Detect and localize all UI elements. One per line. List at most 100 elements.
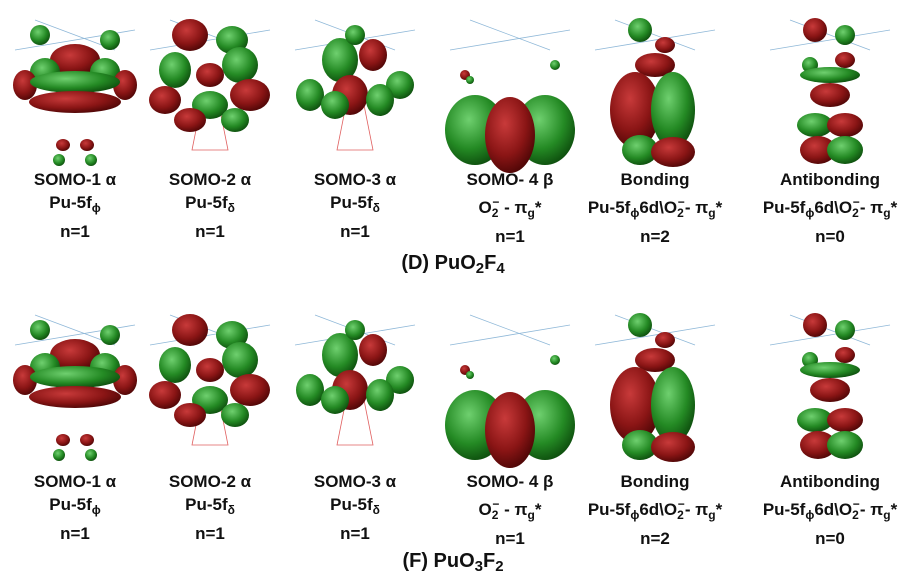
bond — [595, 325, 715, 345]
orbital-lobe — [56, 139, 70, 151]
bond — [770, 325, 890, 345]
orbital-text: − — [678, 195, 685, 209]
orbital-text: O — [478, 500, 491, 519]
orbital-text: 6d\O — [639, 198, 677, 217]
orbital-text: - π — [499, 198, 527, 217]
orbital-lobe — [827, 431, 863, 459]
orbital-text: Pu-5f — [49, 193, 92, 212]
orbital-text: 6d\O — [814, 500, 852, 519]
orbital-text: Pu-5f — [185, 193, 228, 212]
orbital-name: Antibonding — [740, 470, 906, 493]
orbital-text: δ — [373, 201, 380, 215]
orbital-text: * — [535, 198, 542, 217]
orbital-text: - π — [499, 500, 527, 519]
orbital-lobe — [30, 71, 120, 93]
orbital-lobe — [655, 332, 675, 348]
orbital-lobe — [221, 108, 249, 132]
orbital-lobe — [485, 392, 535, 468]
orbital-lobe — [655, 37, 675, 53]
orbital-lobe — [172, 314, 208, 346]
orbital-lobe — [485, 97, 535, 173]
orbital-lobe — [366, 84, 394, 116]
orbital-lobe — [835, 25, 855, 45]
orbital-text: ϕ — [92, 503, 101, 517]
orbital-text: g — [708, 508, 715, 522]
orbital-text: ϕ — [92, 201, 101, 215]
orbital-lobe — [296, 79, 324, 111]
orbital-lobe — [100, 325, 120, 345]
panel-caption: (D) PuO2F4 — [0, 252, 906, 277]
orbital-lobe — [100, 30, 120, 50]
orbital-text: Pu-5f — [49, 495, 92, 514]
panel-caption: (F) PuO3F2 — [0, 550, 906, 575]
orbital-lobe — [321, 386, 349, 414]
orbital-lobe — [196, 358, 224, 382]
caption-text: F — [483, 550, 495, 572]
orbital-picture — [13, 315, 137, 461]
orbital-lobe — [803, 18, 827, 42]
orbital-name: SOMO-3 α — [265, 168, 445, 191]
occupancy: n=1 — [265, 220, 445, 243]
orbital-label: AntibondingPu-5fϕ6d\O2−- πg*n=0 — [740, 470, 906, 550]
orbital-text: * — [716, 500, 723, 519]
orbital-text: - π — [685, 198, 708, 217]
orbital-lobe — [550, 355, 560, 365]
orbital-text: ϕ — [805, 508, 814, 522]
orbital-lobe — [85, 154, 97, 166]
orbital-lobe — [80, 139, 94, 151]
orbital-lobe — [803, 313, 827, 337]
orbital-lobe — [345, 320, 365, 340]
orbital-lobe — [30, 366, 120, 388]
bond — [450, 30, 570, 50]
orbital-type: Pu-5fϕ6d\O2−- πg* — [740, 493, 906, 527]
orbital-lobe — [810, 378, 850, 402]
caption-text: 4 — [496, 260, 504, 277]
figure: SOMO-1 αPu-5fϕn=1SOMO-2 αPu-5fδn=1SOMO-3… — [0, 0, 906, 575]
orbital-type: Pu-5fϕ6d\O2−- πg* — [565, 191, 745, 225]
orbital-type: Pu-5fϕ6d\O2−- πg* — [740, 191, 906, 225]
orbital-text: Pu-5f — [330, 193, 373, 212]
orbital-text: * — [891, 500, 898, 519]
orbital-text: Pu-5f — [763, 198, 806, 217]
caption-text: (D) PuO — [401, 252, 475, 274]
orbital-lobe — [366, 379, 394, 411]
occupancy: n=0 — [740, 225, 906, 248]
orbital-lobe — [30, 320, 50, 340]
orbital-picture — [149, 314, 270, 445]
bond — [450, 325, 570, 345]
orbital-lobe — [628, 313, 652, 337]
orbital-lobe — [827, 136, 863, 164]
bond — [595, 30, 715, 50]
orbital-name: Antibonding — [740, 168, 906, 191]
orbital-lobe — [651, 432, 695, 462]
orbital-lobe — [835, 320, 855, 340]
orbital-name: Bonding — [565, 168, 745, 191]
orbital-lobe — [359, 334, 387, 366]
orbital-text: − — [853, 497, 860, 511]
orbital-text: Pu-5f — [185, 495, 228, 514]
orbital-name: SOMO-3 α — [265, 470, 445, 493]
orbital-lobe — [29, 386, 121, 408]
orbital-name: Bonding — [565, 470, 745, 493]
orbital-lobe — [827, 113, 863, 137]
orbital-text: * — [535, 500, 542, 519]
caption-text: 2 — [476, 260, 484, 277]
orbital-text: - π — [860, 198, 883, 217]
orbital-text: δ — [373, 503, 380, 517]
orbital-type: Pu-5fϕ6d\O2−- πg* — [565, 493, 745, 527]
orbital-text: 6d\O — [639, 500, 677, 519]
orbital-lobe — [221, 403, 249, 427]
orbital-text: Pu-5f — [588, 198, 631, 217]
orbital-picture — [149, 19, 270, 150]
orbital-lobe — [810, 83, 850, 107]
orbital-lobe — [56, 434, 70, 446]
orbital-text: g — [883, 206, 890, 220]
orbital-text: g — [708, 206, 715, 220]
orbital-text: - π — [685, 500, 708, 519]
orbital-text: ϕ — [630, 508, 639, 522]
orbital-picture — [295, 315, 415, 445]
orbital-lobe — [53, 154, 65, 166]
orbital-text: ϕ — [805, 206, 814, 220]
